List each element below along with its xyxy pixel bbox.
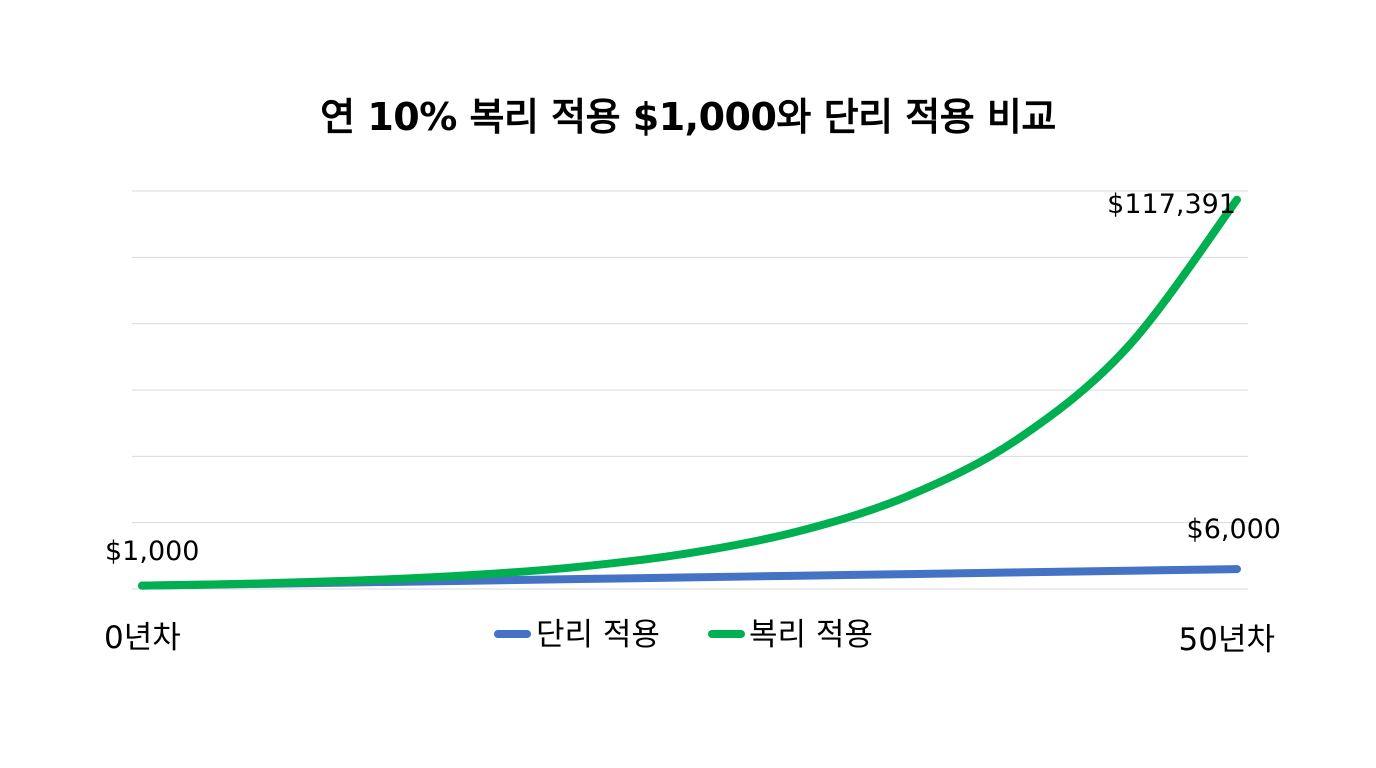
x-tick-label-end: 50년차 (1179, 622, 1276, 658)
legend-label-compound: 복리 적용 (749, 617, 873, 653)
gridlines (132, 190, 1248, 590)
series-lines (138, 195, 1241, 590)
chart-title: 연 10% 복리 적용 $1,000와 단리 적용 비교 (320, 95, 1056, 139)
compound-end-value-label: $117,391 (1107, 189, 1236, 220)
start-value-label: $1,000 (105, 536, 199, 567)
simple-end-value-label: $6,000 (1187, 514, 1281, 545)
x-tick-label-start: 0년차 (104, 620, 181, 656)
legend: 단리 적용 복리 적용 (494, 617, 873, 653)
compound-interest-line (138, 195, 1241, 590)
legend-label-simple: 단리 적용 (536, 617, 660, 653)
